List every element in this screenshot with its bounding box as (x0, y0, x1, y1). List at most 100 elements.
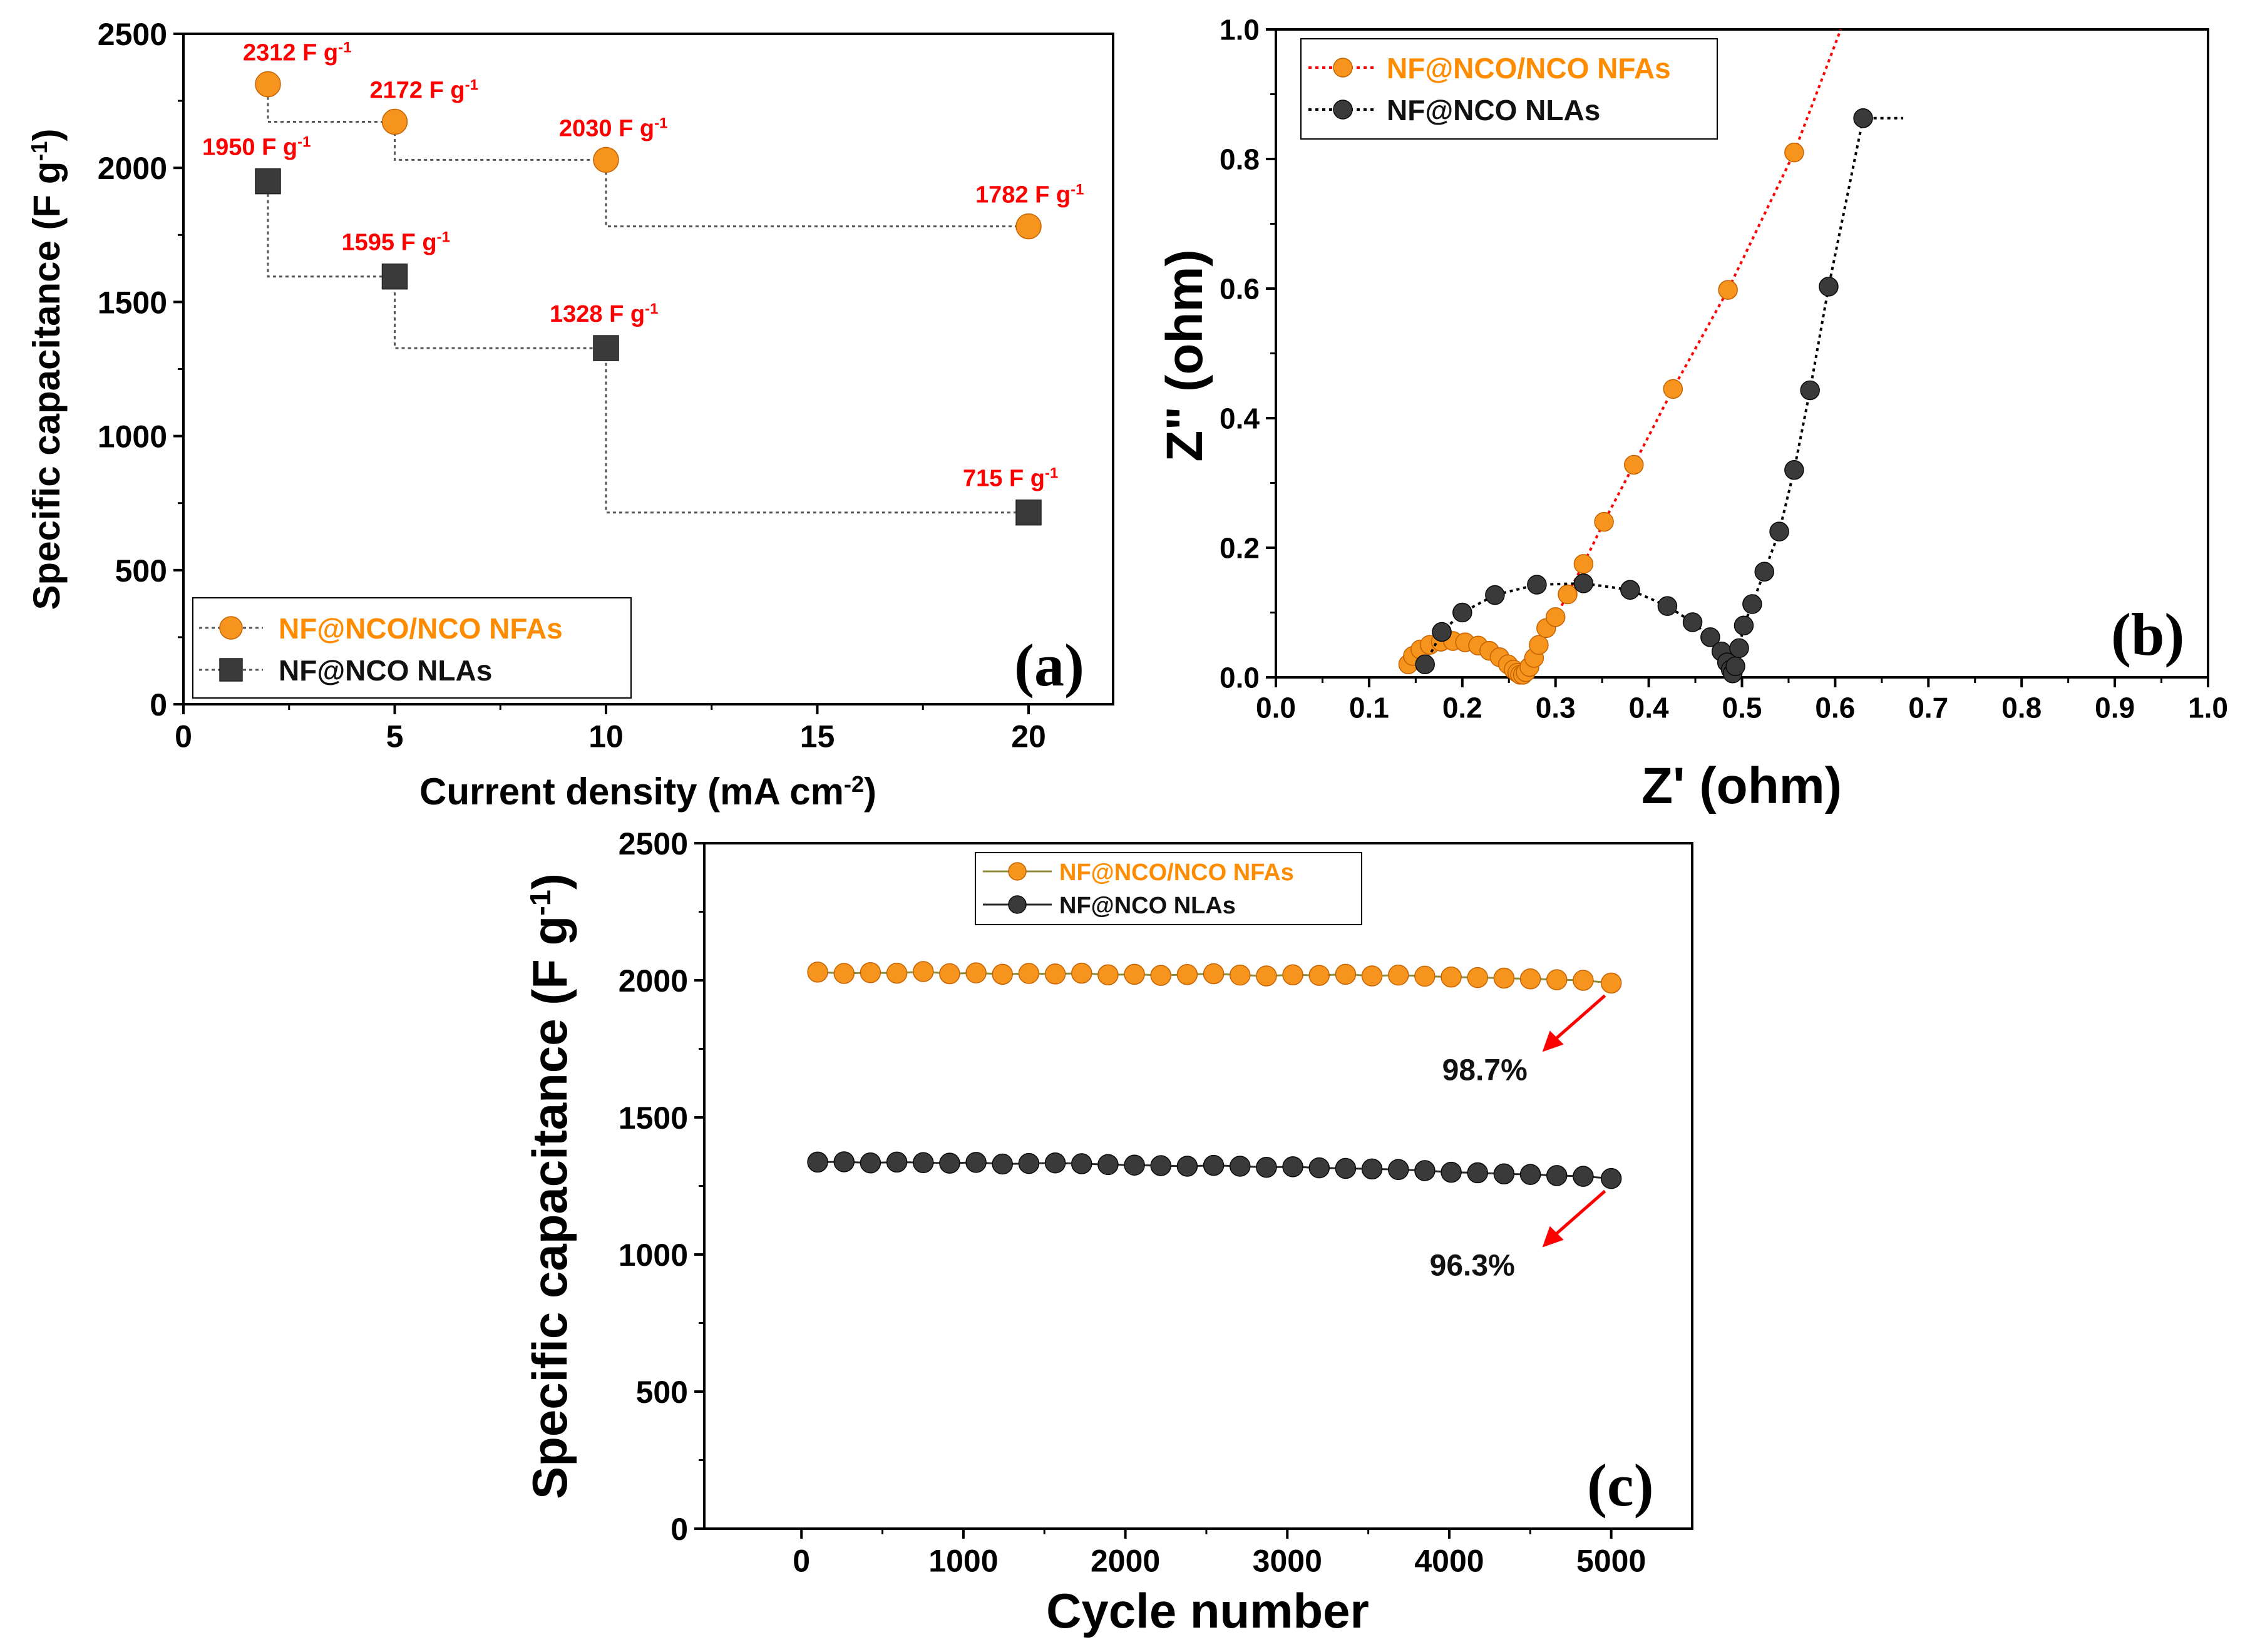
x-tick-label: 5000 (1576, 1544, 1646, 1579)
data-point (807, 962, 828, 983)
legend-marker (1333, 100, 1353, 120)
data-point (1519, 1164, 1541, 1185)
step-line (267, 181, 1029, 514)
data-point (1819, 277, 1839, 297)
legend-marker (1333, 58, 1353, 78)
data-point (1203, 963, 1225, 985)
data-point (1387, 964, 1409, 986)
data-point (992, 1153, 1013, 1175)
x-tick-label: 0.6 (1815, 691, 1855, 724)
data-label-text: 2030 F g (559, 115, 654, 141)
data-point (1725, 656, 1745, 677)
legend-label: NF@NCO NLAs (1387, 94, 1600, 126)
data-point (1624, 454, 1644, 475)
data-point (1414, 965, 1436, 987)
legend-b: NF@NCO/NCO NFAs NF@NCO NLAs (1300, 38, 1718, 140)
data-point (1700, 627, 1720, 647)
data-point (255, 71, 281, 98)
panel-a-chart: 0 5 10 15 20 0 500 1000 1500 2000 2500 Current dens… (26, 17, 1114, 813)
series-nfa: 98.7% (807, 961, 1622, 1087)
data-square (593, 335, 619, 361)
data-label: 2030 F g-1 (559, 115, 667, 142)
legend-marker (219, 658, 243, 682)
data-point (1527, 575, 1547, 595)
legend-marker (1008, 895, 1027, 914)
data-point (1485, 585, 1505, 605)
data-point (1754, 562, 1774, 582)
data-label-sup: -1 (1045, 464, 1058, 481)
data-point (1018, 963, 1040, 984)
data-point (1493, 967, 1515, 989)
x-tick-label: 3000 (1253, 1544, 1322, 1579)
x-axis-title-text: Current density (mA cm (419, 771, 844, 813)
data-square (381, 263, 408, 290)
data-square (255, 168, 281, 195)
data-point (1361, 1158, 1383, 1180)
x-tick-label: 0.2 (1442, 691, 1482, 724)
data-label: 715 F g-1 (963, 464, 1058, 492)
data-point (1229, 964, 1251, 986)
y-tick-label: 2500 (98, 17, 167, 52)
data-point (1097, 964, 1119, 985)
data-label-sup: -1 (465, 76, 478, 93)
data-point (1441, 966, 1462, 988)
data-point (965, 1152, 987, 1173)
data-point (1282, 964, 1303, 985)
data-point (1452, 602, 1472, 623)
y-axis-title-text: Specific capacitance (F g (522, 916, 577, 1499)
data-point (1256, 965, 1277, 987)
data-point (1682, 612, 1703, 632)
legend-label: NF@NCO NLAs (279, 654, 492, 687)
y-tick-label: 0.0 (1220, 662, 1260, 694)
data-point (1729, 638, 1749, 659)
data-point (1467, 967, 1488, 988)
data-point (1620, 580, 1640, 600)
data-label-sup: -1 (338, 39, 351, 56)
data-point (1519, 968, 1541, 990)
data-point (912, 961, 934, 982)
data-point (1018, 1152, 1040, 1174)
data-point (1432, 622, 1452, 642)
data-point (593, 146, 619, 173)
data-square (1015, 499, 1042, 526)
data-label-text: 1950 F g (202, 135, 297, 161)
data-label-sup: -1 (1071, 181, 1084, 198)
data-label-sup: -1 (437, 228, 450, 245)
y-axis-title-text: Specific capacitance (F g (26, 162, 68, 610)
x-tick-label: 1000 (928, 1544, 998, 1579)
data-label-text: 1328 F g (550, 301, 645, 327)
series-nla: 96.3% (807, 1151, 1622, 1283)
data-label: 2172 F g-1 (370, 76, 478, 104)
data-label: 1328 F g-1 (550, 300, 658, 328)
y-tick-label: 1000 (98, 419, 167, 454)
data-point (1734, 615, 1754, 635)
x-axis-title: Z' (ohm) (1641, 757, 1842, 814)
y-tick-label: 1.0 (1220, 14, 1260, 46)
y-axis-title: Specific capacitance (F g-1) (522, 873, 577, 1499)
series-nfa (1398, 29, 1842, 685)
panel-label: (a) (1014, 632, 1084, 699)
data-point (1308, 965, 1330, 986)
data-point (1600, 972, 1622, 994)
data-label: 1595 F g-1 (342, 228, 450, 256)
x-axis-title: Current density (mA cm-2) (419, 771, 876, 813)
data-point (1573, 554, 1594, 574)
x-axis-title-end: ) (864, 771, 876, 813)
step-line (267, 84, 1029, 228)
data-point (1256, 1156, 1277, 1178)
y-tick-label: 2500 (619, 826, 688, 861)
legend-a: NF@NCO/NCO NFAs NF@NCO NLAs (192, 597, 632, 699)
data-point (807, 1151, 828, 1173)
data-point (1545, 607, 1566, 627)
legend-label: NF@NCO/NCO NFAs (1059, 859, 1294, 886)
data-label: 2312 F g-1 (243, 39, 351, 66)
x-tick-label: 15 (800, 719, 835, 754)
data-point (1044, 963, 1066, 985)
annotation-arrowhead (1542, 1226, 1564, 1248)
data-point (1546, 1165, 1568, 1186)
data-point (1529, 635, 1549, 655)
y-axis-title-sup: -1 (524, 890, 557, 916)
x-tick-label: 0.9 (2095, 691, 2135, 724)
